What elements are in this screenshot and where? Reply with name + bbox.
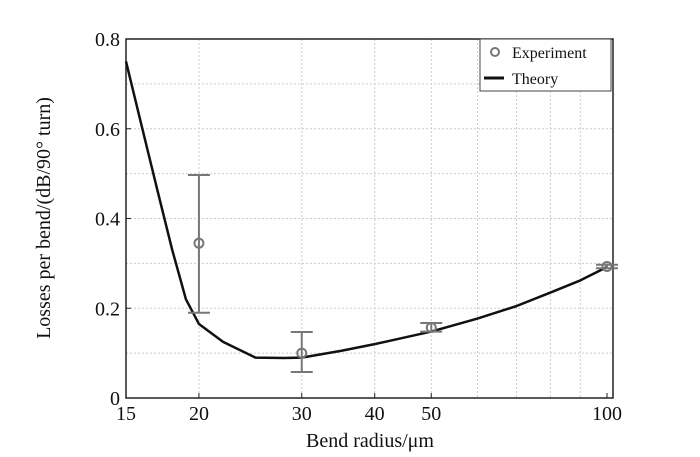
y-axis-label: Losses per bend/(dB/90° turn) [33,97,55,339]
marks [124,61,618,373]
x-tick-label: 50 [421,403,441,425]
experiment-point [601,261,613,273]
y-tick-label: 0.8 [95,29,120,51]
x-tick-label: 30 [292,403,312,425]
y-tick-label: 0.4 [95,209,120,231]
legend: Experiment Theory [479,38,612,92]
experiment-point [425,322,437,334]
legend-marker-experiment [490,47,500,57]
y-tick-label: 0.6 [95,119,120,141]
legend-label-experiment: Experiment [512,45,587,62]
y-tick-label: 0.2 [95,298,120,320]
experiment-point [193,237,205,249]
ticks: 15 20 30 40 50 100 0 0.2 0.4 0.6 0.8 [95,29,622,425]
legend-box [479,38,612,92]
theory-line [124,61,608,360]
y-tick-label: 0 [110,388,120,410]
experiment-point [296,347,308,359]
x-tick-label: 15 [116,403,136,425]
x-tick-label: 40 [365,403,385,425]
x-tick-label: 20 [189,403,209,425]
x-axis-label: Bend radius/μm [306,430,434,452]
x-tick-label: 100 [592,403,622,425]
legend-label-theory: Theory [512,71,558,88]
